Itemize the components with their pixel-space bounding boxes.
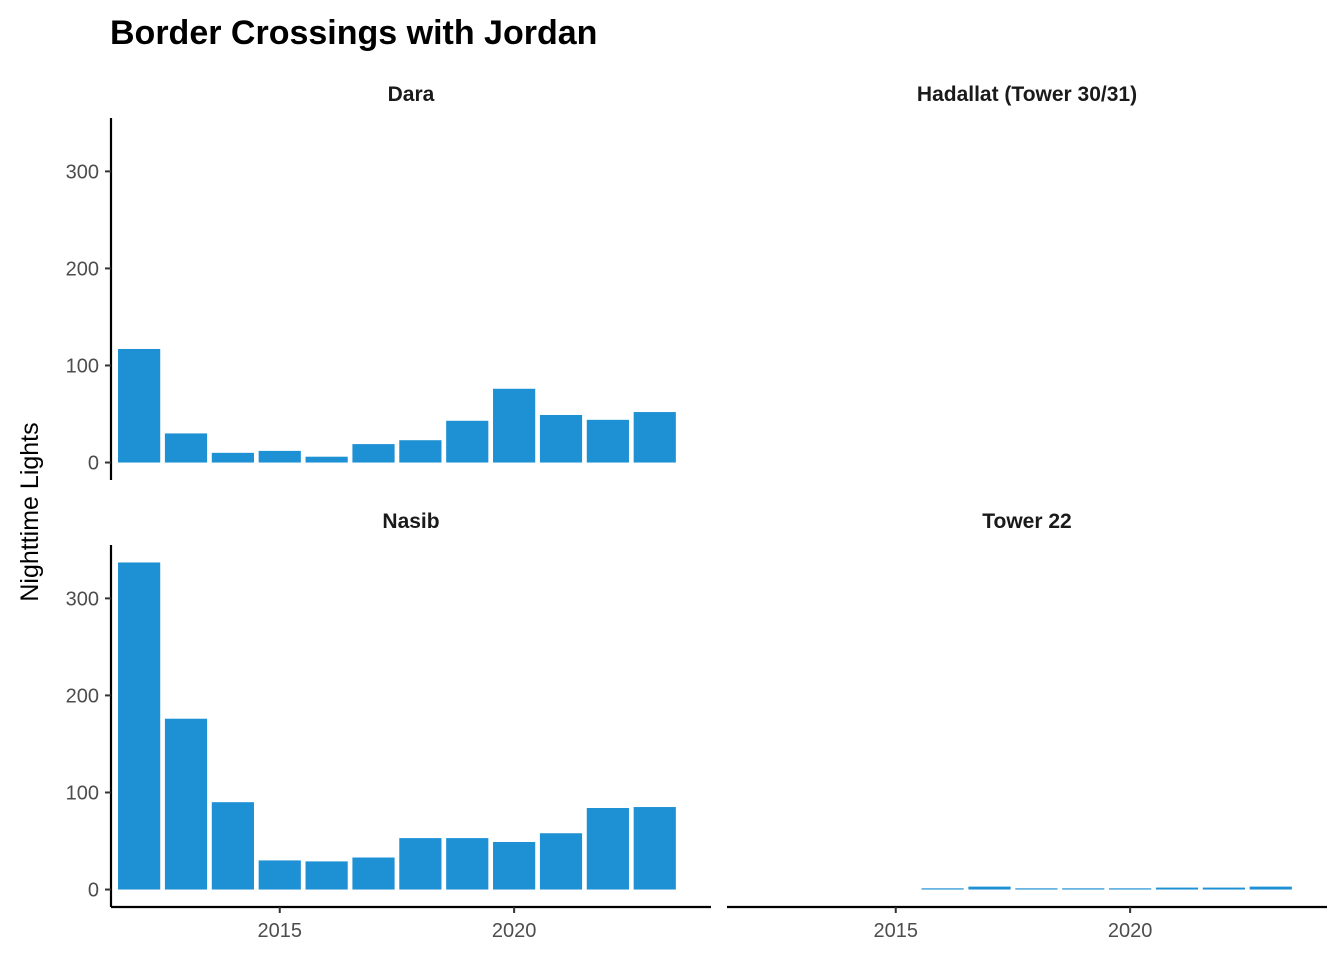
panel-nasib: Nasib 0 100 200 300 2015 2020 (66, 510, 711, 942)
x-tick-label: 2020 (492, 920, 537, 942)
panel-title: Dara (388, 83, 435, 106)
y-axis-label: Nighttime Lights (16, 422, 44, 601)
y-tick-label: 0 (88, 453, 99, 475)
bar (118, 562, 161, 890)
x-tick-label: 2020 (1108, 920, 1153, 942)
y-tick-label: 100 (66, 782, 99, 804)
bar (493, 388, 536, 463)
bar (211, 802, 254, 890)
bar (352, 444, 395, 463)
bar (305, 861, 348, 890)
bar (539, 833, 583, 890)
bar (399, 838, 442, 890)
bar (446, 838, 489, 890)
chart-title: Border Crossings with Jordan (110, 14, 597, 52)
bar (539, 414, 583, 463)
bar (633, 412, 676, 463)
y-tick-label: 200 (66, 685, 99, 707)
bar (258, 450, 301, 463)
y-tick-label: 100 (66, 355, 99, 377)
bar (493, 841, 536, 890)
bar (1062, 888, 1105, 890)
bar (586, 808, 629, 890)
y-tick-label: 300 (66, 161, 99, 183)
x-tick-label: 2015 (874, 920, 919, 942)
panel-hadallat: Hadallat (Tower 30/31) (917, 83, 1137, 106)
y-tick-label: 200 (66, 258, 99, 280)
bar (1249, 886, 1292, 890)
y-tick-label: 0 (88, 880, 99, 902)
bar (352, 857, 395, 890)
bar (633, 807, 676, 890)
panel-title: Hadallat (Tower 30/31) (917, 83, 1137, 106)
bar (968, 886, 1011, 890)
bar (586, 419, 629, 463)
panel-title: Nasib (382, 510, 439, 533)
x-tick-label: 2015 (258, 920, 303, 942)
panel-title: Tower 22 (982, 510, 1071, 533)
panel-dara: Dara 0 100 200 300 (66, 83, 676, 480)
bar (164, 433, 208, 463)
bar (258, 860, 301, 890)
bar (1015, 888, 1058, 890)
panel-tower-22: Tower 22 2015 2020 (727, 510, 1327, 942)
bar (1155, 887, 1199, 890)
bar (399, 440, 442, 463)
bar (211, 452, 254, 463)
bar (1109, 888, 1152, 890)
bar (305, 456, 348, 463)
bar (446, 420, 489, 463)
y-tick-label: 300 (66, 588, 99, 610)
bar (118, 348, 161, 463)
bar (1202, 887, 1245, 890)
bar (164, 718, 208, 890)
bar (921, 888, 964, 890)
